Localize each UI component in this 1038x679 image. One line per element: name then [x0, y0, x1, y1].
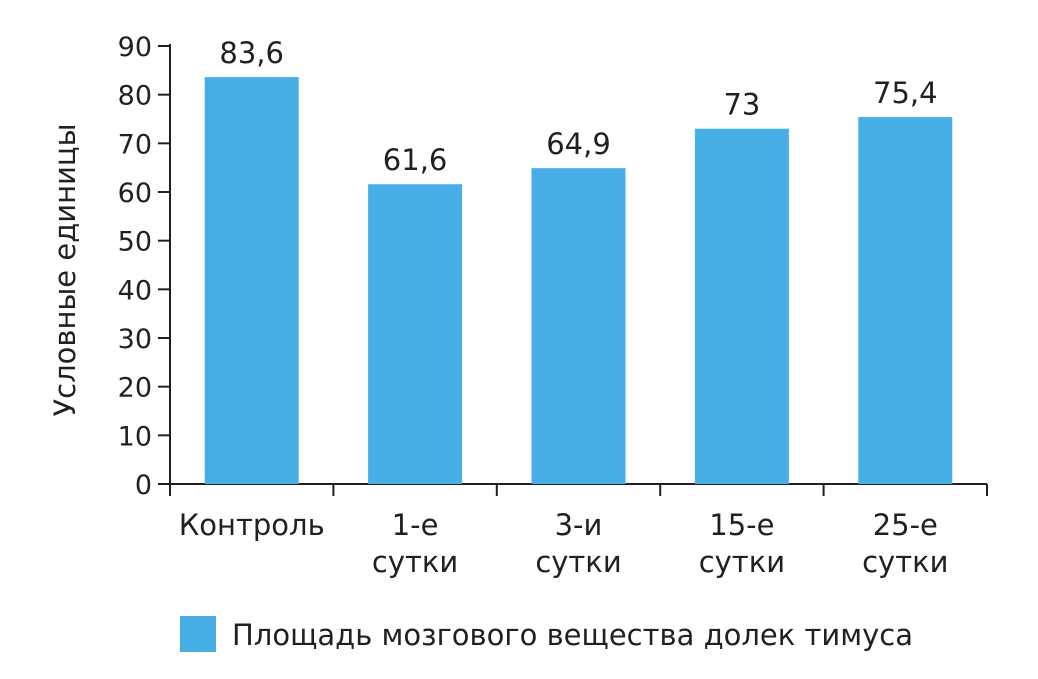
bar	[858, 117, 953, 484]
bar	[531, 168, 626, 485]
x-tick-label: сутки	[535, 545, 621, 579]
y-axis-title: Условные единицы	[48, 123, 82, 416]
x-tick-label: 25-е	[873, 508, 938, 542]
data-label: 75,4	[873, 76, 938, 110]
y-tick-label: 0	[135, 470, 152, 501]
data-label: 64,9	[546, 127, 611, 161]
y-tick-label: 80	[118, 81, 152, 112]
y-axis-title-group: Условные единицы	[48, 123, 82, 416]
data-labels: 83,6 61,6 64,9 73 75,4	[219, 36, 937, 177]
x-tick-label: Контроль	[179, 508, 325, 542]
y-tick-label: 20	[118, 373, 152, 404]
y-tick-label: 90	[118, 32, 152, 63]
x-tick-label: сутки	[699, 545, 785, 579]
category-labels: Контроль 1-есутки3-исутки15-есутки25-есут…	[179, 508, 949, 579]
axes: 0 10 20 30 40 50 60 70 80 90	[118, 32, 988, 501]
bar	[204, 77, 299, 484]
x-tick-label: сутки	[372, 545, 458, 579]
legend-label: Площадь мозгового вещества долек тимуса	[232, 618, 913, 652]
y-tick-label: 70	[118, 129, 152, 160]
y-tick-label: 10	[118, 421, 152, 452]
x-tick-label: 3-и	[555, 508, 603, 542]
data-label: 83,6	[219, 36, 284, 70]
y-tick-label: 40	[118, 275, 152, 306]
legend-swatch	[180, 616, 216, 652]
y-tick-label: 50	[118, 227, 152, 258]
bar	[368, 184, 463, 485]
legend: Площадь мозгового вещества долек тимуса	[180, 616, 913, 652]
y-tick-label: 60	[118, 178, 152, 209]
y-tick-label: 30	[118, 324, 152, 355]
bars	[204, 77, 953, 485]
data-label: 61,6	[383, 143, 448, 177]
x-tick-label: сутки	[862, 545, 948, 579]
x-tick-label: 15-е	[709, 508, 774, 542]
bar	[694, 128, 789, 484]
x-tick-label: 1-е	[392, 508, 439, 542]
data-label: 73	[723, 88, 760, 122]
